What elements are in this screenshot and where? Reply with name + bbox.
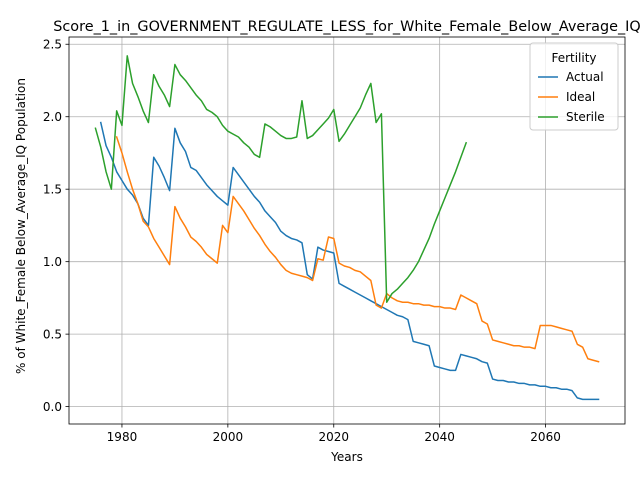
y-tick-label: 1.0	[43, 255, 62, 269]
series-line-sterile	[94, 55, 468, 303]
x-tick-label: 2000	[213, 430, 244, 444]
series-lines	[94, 55, 600, 401]
x-tick-label: 2040	[424, 430, 455, 444]
y-tick-label: 2.0	[43, 110, 62, 124]
plot-frame	[68, 36, 626, 425]
chart-title: Score_1_in_GOVERNMENT_REGULATE_LESS_for_…	[53, 19, 640, 35]
y-tick-label: 1.5	[43, 182, 62, 196]
legend-title: Fertility	[551, 51, 596, 65]
legend-label-actual: Actual	[566, 70, 604, 84]
y-axis-label: % of White_Female Below_Average_IQ Popul…	[14, 78, 28, 374]
legend-label-ideal: Ideal	[566, 90, 595, 104]
legend-label-sterile: Sterile	[566, 110, 605, 124]
legend-entries: Actual Ideal Sterile	[538, 70, 605, 124]
y-tick-label: 0.5	[43, 327, 62, 341]
series-line-actual	[99, 121, 600, 401]
legend: Fertility Actual Ideal Sterile	[529, 42, 619, 131]
x-axis-label: Years	[330, 450, 363, 464]
x-tick-label: 2060	[530, 430, 561, 444]
x-tick-label: 1980	[107, 430, 138, 444]
series-line-ideal	[115, 136, 600, 363]
axis-ticks: 1980 2000 2020 2040 2060 0.0 0.5 1.0 1.5 2.0 2.5	[43, 38, 561, 444]
x-tick-label: 2020	[318, 430, 349, 444]
y-tick-label: 2.5	[43, 38, 62, 52]
y-tick-label: 0.0	[43, 400, 62, 414]
legend-box	[529, 42, 619, 131]
